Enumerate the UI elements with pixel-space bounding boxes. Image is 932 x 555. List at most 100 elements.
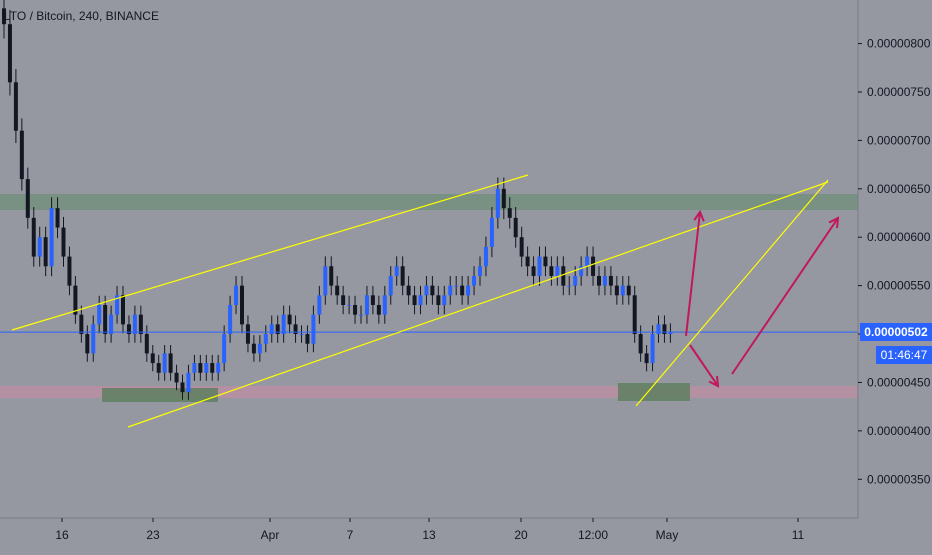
resistance-zone [0, 194, 858, 210]
candle-body [13, 82, 18, 131]
candle-body [531, 266, 536, 276]
candle-body [180, 382, 185, 393]
candle-body [347, 304, 352, 306]
candle-body [109, 314, 114, 335]
candle-body [412, 295, 417, 305]
candle-body [668, 332, 673, 335]
candle-body [472, 275, 477, 286]
x-tick-label: 16 [55, 528, 69, 542]
candle-body [489, 217, 494, 247]
candle-body [97, 304, 102, 325]
arrow-up-projection-2 [731, 217, 839, 375]
candle-body [156, 363, 161, 373]
candle-body [192, 363, 197, 373]
candle-body [335, 285, 340, 296]
candle-body [43, 237, 48, 267]
candle-body [126, 324, 131, 335]
candle-body [585, 256, 590, 267]
candle-body [483, 246, 488, 267]
candle-body [382, 295, 387, 315]
candle-body [579, 266, 584, 276]
candle-body [626, 285, 631, 296]
x-tick-label: 11 [792, 528, 805, 542]
candle-body [245, 324, 250, 344]
candle-body [25, 179, 30, 218]
support-box-right [618, 383, 690, 401]
countdown-label: 01:46:47 [876, 346, 932, 365]
candle-body [602, 275, 607, 286]
y-tick-label: 0.00000600 [867, 230, 931, 244]
candle-body [305, 334, 310, 344]
x-tick-label: Apr [261, 528, 280, 542]
y-tick-label: 0.00000800 [867, 37, 931, 51]
candle-body [73, 285, 78, 315]
candle-body [168, 353, 173, 373]
y-tick-label: 0.00000750 [867, 85, 931, 99]
support-box-left [102, 388, 218, 402]
candle-body [228, 304, 233, 335]
candle-body [198, 363, 203, 373]
candle-body [115, 295, 120, 315]
candle-body [121, 295, 125, 325]
symbol-title: LTO / Bitcoin, 240, BINANCE [4, 9, 159, 23]
candle-body [323, 266, 328, 296]
candle-body [376, 304, 381, 315]
candle-body [400, 266, 405, 286]
candle-body [567, 285, 572, 287]
candle-body [644, 353, 649, 364]
candle-body [144, 334, 149, 354]
candle-body [424, 285, 429, 296]
y-tick-label: 0.00000550 [867, 279, 931, 293]
candle-body [19, 130, 24, 180]
candle-body [31, 217, 36, 257]
candle-body [353, 304, 358, 315]
candle-body [466, 285, 471, 296]
arrow-up-projection-2-head [828, 216, 840, 229]
y-tick-label: 0.00000700 [867, 133, 931, 147]
candle-body [460, 285, 465, 296]
candle-body [299, 334, 304, 336]
candle-body [216, 363, 221, 373]
candle-body [555, 266, 560, 276]
candle-body [132, 314, 137, 335]
channel-upper-trendline [11, 174, 529, 331]
candle-body [222, 334, 227, 364]
candle-body [614, 285, 619, 296]
candle-body [341, 295, 346, 305]
candle-body [359, 314, 363, 316]
candle-body [240, 285, 244, 325]
candle-body [103, 304, 108, 335]
candle-body [162, 353, 167, 373]
y-tick-label: 0.00000350 [867, 472, 931, 486]
candle-body [204, 363, 209, 373]
candle-body [632, 295, 637, 335]
candle-body [597, 275, 601, 286]
candle-body [454, 285, 459, 287]
candle-body [317, 295, 322, 315]
candle-body [150, 353, 155, 364]
candle-body [406, 285, 411, 296]
candle-body [507, 208, 512, 218]
candle-body [620, 285, 625, 296]
candle-body [287, 314, 292, 325]
candle-body [436, 295, 441, 305]
x-tick-label: 23 [146, 528, 160, 542]
candle-body [650, 334, 655, 364]
candle-body [442, 295, 447, 305]
candle-body [370, 295, 375, 305]
candle-body [662, 324, 667, 335]
candle-body [430, 285, 435, 296]
arrow-down-projection [689, 344, 719, 387]
candle-body [519, 237, 524, 257]
x-tick-label: 12:00 [578, 528, 608, 542]
candle-body [91, 324, 96, 354]
candle-body [257, 343, 262, 354]
candle-body [364, 295, 369, 315]
candle-body [394, 266, 399, 276]
candle-body [591, 256, 596, 276]
current-price-label: 0.00000502 [860, 323, 932, 342]
candle-body [501, 188, 506, 209]
candle-body [311, 314, 316, 344]
